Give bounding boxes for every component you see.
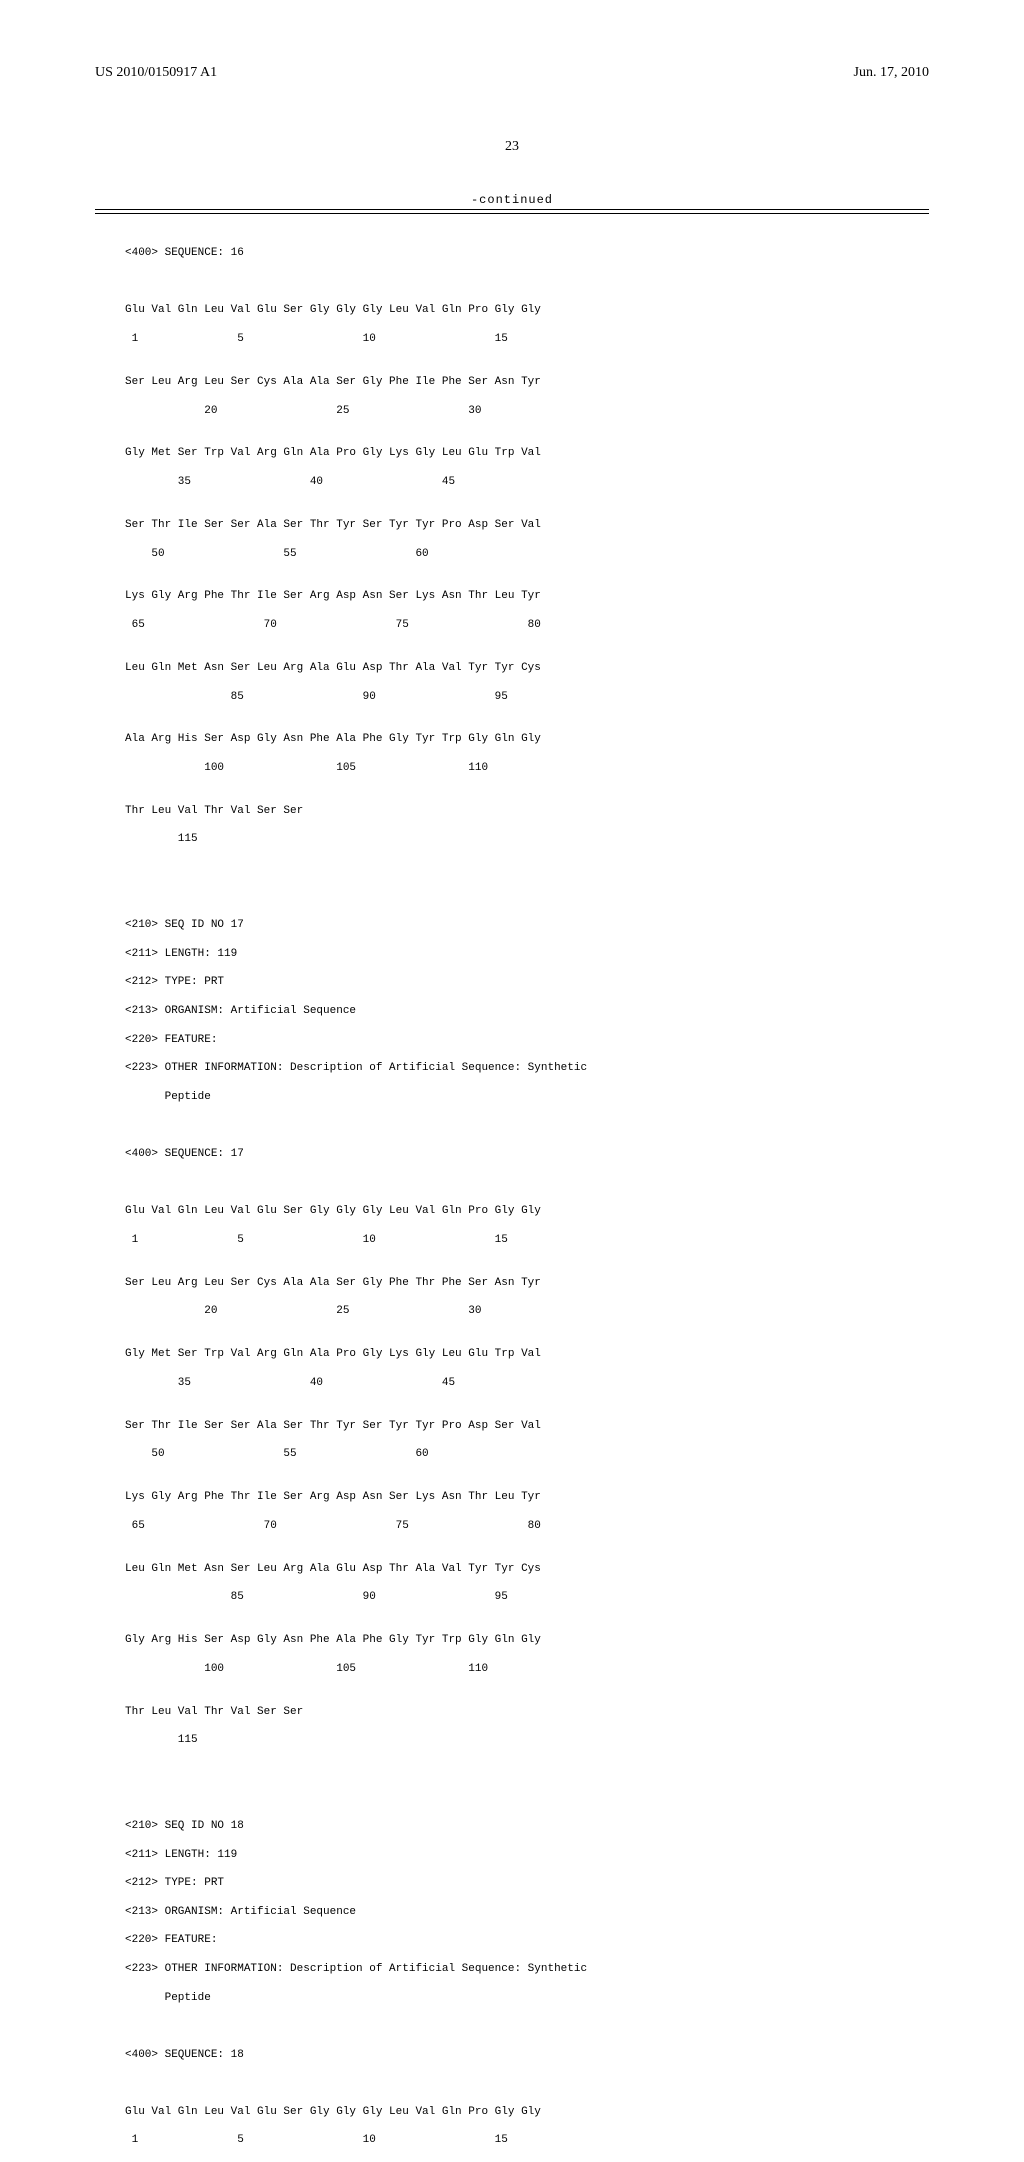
horizontal-rule	[95, 213, 929, 214]
blank-line	[125, 1176, 929, 1190]
blank-line	[125, 1762, 929, 1776]
patent-number: US 2010/0150917 A1	[95, 65, 217, 81]
seq18-row: Glu Val Gln Leu Val Glu Ser Gly Gly Gly …	[125, 2105, 929, 2119]
seq17-row: Ser Thr Ile Ser Ser Ala Ser Thr Tyr Ser …	[125, 1419, 929, 1433]
seq16-row: Ser Leu Arg Leu Ser Cys Ala Ala Ser Gly …	[125, 375, 929, 389]
seq17-row: 20 25 30	[125, 1304, 929, 1318]
blank-line	[125, 890, 929, 904]
seq16-row: Ser Thr Ile Ser Ser Ala Ser Thr Tyr Ser …	[125, 518, 929, 532]
seq17-row: Gly Met Ser Trp Val Arg Gln Ala Pro Gly …	[125, 1347, 929, 1361]
blank-line	[125, 275, 929, 289]
seq18-meta: <211> LENGTH: 119	[125, 1848, 929, 1862]
seq17-meta: <212> TYPE: PRT	[125, 975, 929, 989]
seq16-row: 35 40 45	[125, 475, 929, 489]
seq17-row: 100 105 110	[125, 1662, 929, 1676]
seq17-meta: <213> ORGANISM: Artificial Sequence	[125, 1004, 929, 1018]
blank-line	[125, 1790, 929, 1804]
seq17-row: Gly Arg His Ser Asp Gly Asn Phe Ala Phe …	[125, 1633, 929, 1647]
seq17-meta: <211> LENGTH: 119	[125, 947, 929, 961]
blank-line	[125, 1118, 929, 1132]
seq16-row: 65 70 75 80	[125, 618, 929, 632]
seq17-meta: <220> FEATURE:	[125, 1033, 929, 1047]
seq16-row: Ala Arg His Ser Asp Gly Asn Phe Ala Phe …	[125, 732, 929, 746]
seq16-row: Thr Leu Val Thr Val Ser Ser	[125, 804, 929, 818]
seq17-meta: <223> OTHER INFORMATION: Description of …	[125, 1061, 929, 1075]
seq17-row: 115	[125, 1733, 929, 1747]
blank-line	[125, 2076, 929, 2090]
horizontal-rule	[95, 209, 929, 210]
page-number: 23	[95, 139, 929, 155]
seq16-row: 20 25 30	[125, 404, 929, 418]
publication-date: Jun. 17, 2010	[854, 65, 929, 81]
seq16-row: Gly Met Ser Trp Val Arg Gln Ala Pro Gly …	[125, 446, 929, 460]
seq17-row: Thr Leu Val Thr Val Ser Ser	[125, 1705, 929, 1719]
seq16-row: 115	[125, 832, 929, 846]
seq17-row: 50 55 60	[125, 1447, 929, 1461]
seq18-meta: Peptide	[125, 1991, 929, 2005]
seq17-row: 1 5 10 15	[125, 1233, 929, 1247]
seq18-header: <400> SEQUENCE: 18	[125, 2048, 929, 2062]
seq17-row: Ser Leu Arg Leu Ser Cys Ala Ala Ser Gly …	[125, 1276, 929, 1290]
sequence-listing: <400> SEQUENCE: 16 Glu Val Gln Leu Val G…	[125, 232, 929, 2162]
seq18-meta: <223> OTHER INFORMATION: Description of …	[125, 1962, 929, 1976]
seq16-row: Lys Gly Arg Phe Thr Ile Ser Arg Asp Asn …	[125, 589, 929, 603]
seq17-row: Lys Gly Arg Phe Thr Ile Ser Arg Asp Asn …	[125, 1490, 929, 1504]
seq17-row: 85 90 95	[125, 1590, 929, 1604]
page-header: US 2010/0150917 A1 Jun. 17, 2010	[95, 65, 929, 81]
seq16-header: <400> SEQUENCE: 16	[125, 246, 929, 260]
blank-line	[125, 2019, 929, 2033]
seq18-row: 1 5 10 15	[125, 2133, 929, 2147]
seq16-row: Leu Gln Met Asn Ser Leu Arg Ala Glu Asp …	[125, 661, 929, 675]
seq18-meta: <212> TYPE: PRT	[125, 1876, 929, 1890]
seq18-meta: <213> ORGANISM: Artificial Sequence	[125, 1905, 929, 1919]
seq17-meta: Peptide	[125, 1090, 929, 1104]
continued-label: -continued	[95, 193, 929, 207]
seq17-row: Leu Gln Met Asn Ser Leu Arg Ala Glu Asp …	[125, 1562, 929, 1576]
seq18-meta: <220> FEATURE:	[125, 1933, 929, 1947]
seq17-header: <400> SEQUENCE: 17	[125, 1147, 929, 1161]
blank-line	[125, 861, 929, 875]
seq17-meta: <210> SEQ ID NO 17	[125, 918, 929, 932]
seq16-row: 1 5 10 15	[125, 332, 929, 346]
seq17-row: 65 70 75 80	[125, 1519, 929, 1533]
seq18-meta: <210> SEQ ID NO 18	[125, 1819, 929, 1833]
seq16-row: 85 90 95	[125, 690, 929, 704]
seq17-row: Glu Val Gln Leu Val Glu Ser Gly Gly Gly …	[125, 1204, 929, 1218]
seq16-row: 50 55 60	[125, 547, 929, 561]
seq17-row: 35 40 45	[125, 1376, 929, 1390]
seq16-row: 100 105 110	[125, 761, 929, 775]
seq16-row: Glu Val Gln Leu Val Glu Ser Gly Gly Gly …	[125, 303, 929, 317]
